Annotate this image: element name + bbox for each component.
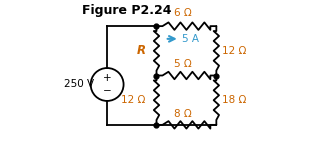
Text: 250 V: 250 V [64, 79, 95, 90]
Text: 5 A: 5 A [182, 34, 199, 44]
Text: 8 Ω: 8 Ω [174, 109, 192, 119]
Text: Figure P2.24: Figure P2.24 [82, 4, 171, 17]
Text: 6 Ω: 6 Ω [174, 8, 192, 18]
Text: R: R [136, 44, 145, 57]
Text: 18 Ω: 18 Ω [222, 95, 246, 105]
Text: +: + [103, 73, 111, 83]
Text: 5 Ω: 5 Ω [174, 59, 192, 69]
Text: −: − [103, 86, 112, 96]
Text: 12 Ω: 12 Ω [222, 46, 246, 56]
Text: 12 Ω: 12 Ω [121, 95, 145, 105]
